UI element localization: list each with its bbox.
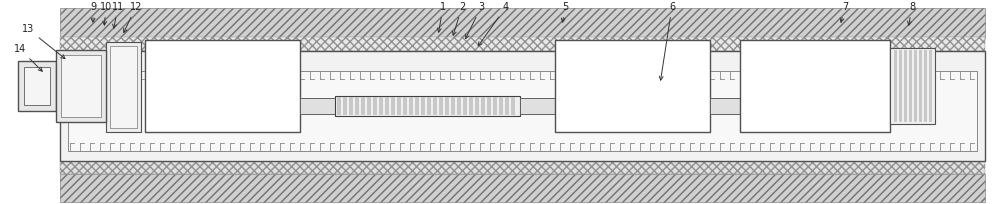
Text: 2: 2 [452,2,465,35]
Bar [899,50,902,122]
Bar [106,42,141,132]
Bar [385,97,388,115]
Bar [481,97,484,115]
Bar [427,97,430,115]
Bar [367,97,370,115]
Bar [60,161,985,174]
Bar [487,97,490,115]
Bar [499,97,503,115]
Bar [909,50,912,122]
Bar [904,50,907,122]
Bar [60,8,985,38]
Bar [110,46,137,128]
Bar [740,40,890,132]
Text: 13: 13 [22,24,65,59]
Text: 12: 12 [124,2,142,32]
Bar [924,50,927,122]
Bar [929,50,932,122]
Text: 8: 8 [907,2,915,25]
Bar [511,97,514,115]
Bar [373,97,376,115]
Bar [337,97,340,115]
Bar [894,50,897,122]
Bar [520,98,555,114]
Bar [475,97,479,115]
Text: 3: 3 [466,2,484,39]
Bar [300,98,335,114]
Bar [361,97,364,115]
Bar [349,97,352,115]
Bar [379,97,382,115]
Bar [24,67,50,105]
Bar [60,174,985,202]
Bar [433,97,436,115]
Bar [710,98,740,114]
Bar [335,96,520,116]
Text: 1: 1 [437,2,446,32]
Bar [403,97,406,115]
Bar [18,61,56,111]
Bar [890,48,935,124]
Text: 10: 10 [100,2,112,25]
Bar [60,37,985,51]
Text: 9: 9 [90,2,96,22]
Bar [56,50,106,122]
Bar [451,97,454,115]
Text: 7: 7 [840,2,848,22]
Bar [493,97,496,115]
Bar [60,51,985,161]
Bar [421,97,424,115]
Text: 14: 14 [14,44,42,71]
Bar [145,40,300,132]
Bar [555,40,710,132]
Bar [469,97,473,115]
Text: 4: 4 [478,2,509,46]
Text: 5: 5 [561,2,568,22]
Bar [919,50,922,122]
Text: 11: 11 [112,2,124,28]
Bar [355,97,358,115]
Bar [391,97,394,115]
Bar [463,97,466,115]
Text: 6: 6 [659,2,675,80]
Bar [457,97,460,115]
Bar [68,71,977,151]
Bar [505,97,509,115]
Bar [415,97,418,115]
Bar [343,97,347,115]
Bar [439,97,442,115]
Bar [397,97,400,115]
Bar [445,97,448,115]
Bar [61,55,101,117]
Bar [409,97,413,115]
Bar [914,50,917,122]
